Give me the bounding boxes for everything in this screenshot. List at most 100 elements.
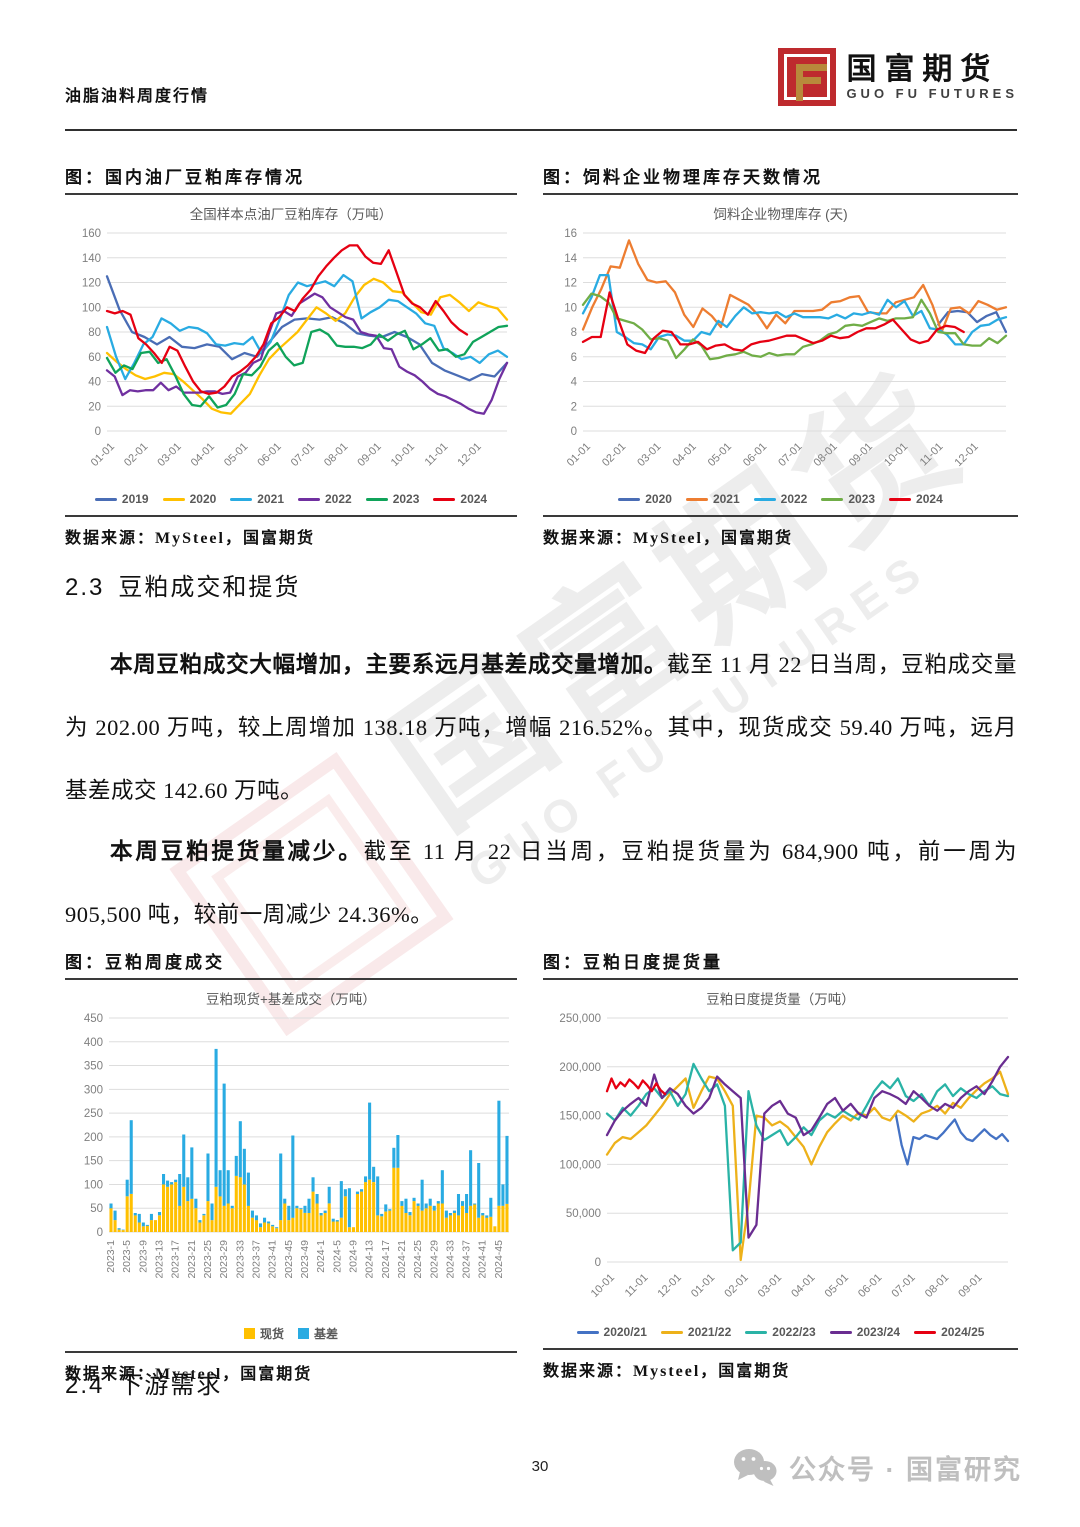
legend-item: 2022 bbox=[298, 492, 352, 506]
svg-text:50: 50 bbox=[90, 1203, 103, 1215]
figure-caption: 图：饲料企业物理库存天数情况 bbox=[543, 163, 1018, 195]
svg-text:0: 0 bbox=[95, 426, 101, 438]
chart-title: 全国样本点油厂豆粕库存（万吨） bbox=[189, 207, 393, 222]
svg-text:2024-37: 2024-37 bbox=[461, 1240, 473, 1279]
svg-text:140: 140 bbox=[82, 253, 101, 265]
legend-item: 2023 bbox=[365, 492, 420, 506]
svg-text:07-01: 07-01 bbox=[776, 441, 804, 469]
chart-legend: 2020/21 2021/22 2022/23 2023/24 2024/25 bbox=[543, 1325, 1018, 1339]
svg-text:250,000: 250,000 bbox=[559, 1013, 601, 1025]
chart-title: 饲料企业物理库存 (天) bbox=[713, 207, 848, 222]
svg-text:250: 250 bbox=[84, 1108, 103, 1120]
svg-text:12-01: 12-01 bbox=[656, 1272, 684, 1300]
legend-item: 2021 bbox=[685, 492, 740, 506]
svg-text:2023-41: 2023-41 bbox=[267, 1240, 279, 1279]
legend-swatch bbox=[660, 1330, 683, 1334]
line-chart-feed-inventory-days: 0 2 4 6 8 10 12 14 16 01-01 02-01 03-01 04-01 05-01 06… bbox=[564, 228, 1008, 469]
svg-text:05-01: 05-01 bbox=[823, 1272, 851, 1300]
brand-name-cn: 国富期货 bbox=[846, 53, 999, 86]
svg-text:06-01: 06-01 bbox=[741, 441, 769, 469]
svg-text:02-01: 02-01 bbox=[122, 441, 150, 469]
svg-text:350: 350 bbox=[84, 1061, 103, 1073]
legend-swatch bbox=[298, 497, 320, 501]
svg-text:08-01: 08-01 bbox=[811, 441, 839, 469]
svg-text:60: 60 bbox=[88, 352, 101, 364]
svg-text:07-01: 07-01 bbox=[289, 441, 317, 469]
legend-swatch bbox=[685, 497, 708, 501]
legend-label: 2022 bbox=[325, 492, 352, 506]
svg-text:10-01: 10-01 bbox=[389, 441, 417, 469]
section-2-4-heading: 2.4 下游需求 bbox=[65, 1365, 222, 1400]
svg-text:01-01: 01-01 bbox=[689, 1272, 717, 1300]
section-number: 2.4 bbox=[65, 1372, 105, 1399]
svg-text:0: 0 bbox=[571, 426, 577, 438]
svg-text:14: 14 bbox=[564, 253, 577, 265]
section-title: 下游需求 bbox=[118, 1373, 223, 1399]
svg-text:450: 450 bbox=[84, 1013, 103, 1025]
svg-text:10: 10 bbox=[564, 302, 577, 314]
legend-swatch bbox=[745, 1330, 768, 1334]
svg-text:2023-5: 2023-5 bbox=[121, 1240, 133, 1273]
chart-legend: 2020 2021 2022 2023 2024 bbox=[543, 492, 1018, 506]
chart-title: 豆粕现货+基差成交（万吨） bbox=[206, 992, 376, 1007]
legend-swatch bbox=[753, 497, 776, 501]
legend-label: 2023 bbox=[848, 492, 876, 506]
svg-text:100: 100 bbox=[84, 1179, 103, 1191]
figure-caption: 图：豆粕周度成交 bbox=[65, 948, 517, 980]
svg-text:2024-13: 2024-13 bbox=[364, 1240, 376, 1279]
svg-text:20: 20 bbox=[88, 401, 101, 413]
svg-text:2023-25: 2023-25 bbox=[202, 1240, 214, 1279]
svg-text:120: 120 bbox=[82, 278, 101, 290]
svg-text:11-01: 11-01 bbox=[918, 441, 946, 469]
figure-oil-mill-inventory: 图：国内油厂豆粕库存情况 全国样本点油厂豆粕库存（万吨） 0 20 40 60 80 10… bbox=[65, 163, 517, 548]
svg-text:6: 6 bbox=[571, 352, 577, 364]
svg-text:50,000: 50,000 bbox=[566, 1208, 601, 1220]
svg-text:06-01: 06-01 bbox=[856, 1272, 884, 1300]
legend-item: 2020/21 bbox=[576, 1325, 647, 1339]
svg-text:16: 16 bbox=[564, 228, 577, 240]
svg-text:2024-33: 2024-33 bbox=[444, 1240, 456, 1279]
legend-swatch bbox=[821, 497, 844, 501]
svg-text:2024-25: 2024-25 bbox=[412, 1240, 424, 1279]
svg-text:2024-9: 2024-9 bbox=[347, 1240, 359, 1273]
svg-text:04-01: 04-01 bbox=[789, 1272, 817, 1300]
legend-label: 基差 bbox=[314, 1327, 339, 1341]
legend-label: 2021 bbox=[712, 492, 740, 506]
figure-weekly-deals: 图：豆粕周度成交 豆粕现货+基差成交（万吨） 0 50 100 150 200 250 30… bbox=[65, 948, 517, 1384]
svg-text:11-01: 11-01 bbox=[423, 441, 451, 469]
figure-feed-inventory-days: 图：饲料企业物理库存天数情况 饲料企业物理库存 (天) 0 2 4 6 8 10 12 14 1… bbox=[543, 163, 1018, 548]
legend-swatch bbox=[298, 1328, 309, 1339]
doc-title: 油脂油料周度行情 bbox=[65, 88, 210, 105]
svg-text:2023-49: 2023-49 bbox=[299, 1240, 311, 1279]
header-divider bbox=[65, 129, 1017, 131]
line-chart-oil-mill-inventory: 0 20 40 60 80 100 120 140 160 01-01 02-01 03-01 04-0… bbox=[82, 228, 509, 469]
svg-text:200,000: 200,000 bbox=[559, 1062, 601, 1074]
svg-text:0: 0 bbox=[595, 1257, 601, 1269]
svg-text:2023-17: 2023-17 bbox=[170, 1240, 182, 1279]
legend-swatch bbox=[162, 497, 185, 501]
svg-text:01-01: 01-01 bbox=[565, 441, 593, 469]
svg-text:300: 300 bbox=[84, 1084, 103, 1096]
legend-label: 2023 bbox=[392, 492, 420, 506]
legend-swatch bbox=[576, 1330, 599, 1334]
svg-text:100,000: 100,000 bbox=[559, 1159, 601, 1171]
svg-text:08-01: 08-01 bbox=[923, 1272, 951, 1300]
svg-text:05-01: 05-01 bbox=[222, 441, 250, 469]
svg-text:2023-45: 2023-45 bbox=[283, 1240, 295, 1279]
svg-text:200: 200 bbox=[84, 1132, 103, 1144]
page-number: 30 bbox=[531, 1458, 549, 1475]
svg-text:400: 400 bbox=[84, 1037, 103, 1049]
paragraph-lead: 本周豆粕成交大幅增加，主要系远月基差成交量增加。 bbox=[110, 651, 668, 677]
legend-label: 2020 bbox=[645, 492, 672, 506]
svg-text:06-01: 06-01 bbox=[255, 441, 283, 469]
figure-caption: 图：豆粕日度提货量 bbox=[543, 948, 1018, 980]
svg-text:01-01: 01-01 bbox=[89, 441, 117, 469]
svg-text:4: 4 bbox=[571, 377, 578, 389]
legend-label: 2024/25 bbox=[941, 1325, 985, 1339]
legend-item: 2021 bbox=[230, 492, 284, 506]
svg-text:10-01: 10-01 bbox=[882, 441, 910, 469]
svg-text:04-01: 04-01 bbox=[189, 441, 217, 469]
legend-swatch bbox=[914, 1330, 937, 1334]
legend-label: 2022/23 bbox=[772, 1325, 816, 1339]
figure-source: 数据来源：Mysteel，国富期货 bbox=[543, 1348, 1018, 1381]
